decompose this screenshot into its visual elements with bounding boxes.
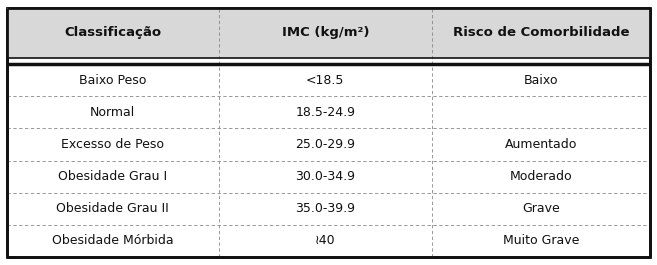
Text: Obesidade Grau II: Obesidade Grau II bbox=[57, 202, 170, 215]
Text: ≀40: ≀40 bbox=[315, 235, 336, 248]
Text: Moderado: Moderado bbox=[510, 170, 572, 183]
Text: <18.5: <18.5 bbox=[306, 74, 344, 87]
Text: Risco de Comorbilidade: Risco de Comorbilidade bbox=[453, 26, 629, 39]
Text: Muito Grave: Muito Grave bbox=[503, 235, 579, 248]
Text: Aumentado: Aumentado bbox=[505, 138, 577, 151]
Text: 35.0-39.9: 35.0-39.9 bbox=[295, 202, 355, 215]
Text: Obesidade Mórbida: Obesidade Mórbida bbox=[52, 235, 173, 248]
Text: 25.0-29.9: 25.0-29.9 bbox=[295, 138, 355, 151]
Text: Excesso de Peso: Excesso de Peso bbox=[61, 138, 164, 151]
Text: Baixo: Baixo bbox=[524, 74, 558, 87]
Bar bbox=[7, 8, 650, 58]
Text: 30.0-34.9: 30.0-34.9 bbox=[295, 170, 355, 183]
Text: Classificação: Classificação bbox=[64, 26, 162, 39]
Text: Grave: Grave bbox=[522, 202, 560, 215]
Text: Obesidade Grau I: Obesidade Grau I bbox=[58, 170, 168, 183]
Text: 18.5-24.9: 18.5-24.9 bbox=[295, 106, 355, 119]
Text: IMC (kg/m²): IMC (kg/m²) bbox=[282, 26, 369, 39]
Text: Normal: Normal bbox=[90, 106, 135, 119]
Text: Baixo Peso: Baixo Peso bbox=[79, 74, 147, 87]
